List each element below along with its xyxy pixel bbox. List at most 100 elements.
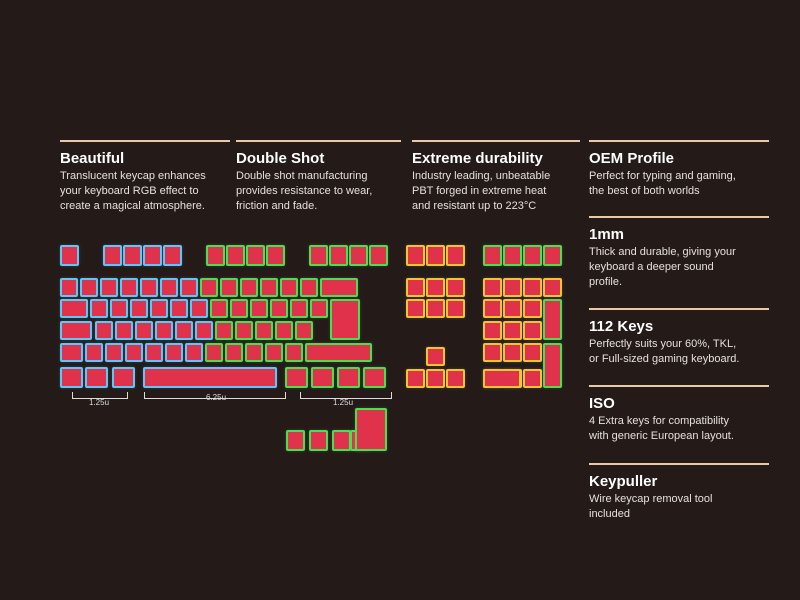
keycap (446, 245, 465, 266)
keycap (369, 245, 388, 266)
keycap (145, 343, 163, 362)
divider (236, 140, 401, 142)
keycap (363, 367, 386, 388)
keycap (309, 430, 328, 451)
keycap (543, 299, 562, 340)
keycap (135, 321, 153, 340)
keycap (310, 299, 328, 318)
divider (589, 216, 769, 218)
keycap (332, 430, 351, 451)
divider (589, 140, 769, 142)
keycap (290, 299, 308, 318)
keycap (190, 299, 208, 318)
keycap (503, 278, 522, 297)
keycap (160, 278, 178, 297)
feature-title: Keypuller (589, 473, 658, 490)
keycap (143, 367, 277, 388)
keycap (225, 343, 243, 362)
keycap (483, 321, 502, 340)
keycap (170, 299, 188, 318)
feature-title: 112 Keys (589, 318, 654, 335)
keycap (250, 299, 268, 318)
keycap (220, 278, 238, 297)
keycap (543, 278, 562, 297)
divider (589, 463, 769, 465)
keycap (280, 278, 298, 297)
keycap (60, 299, 88, 318)
keycap (426, 347, 445, 366)
divider (60, 140, 230, 142)
dimension-marker-space (144, 392, 286, 399)
keycap (483, 245, 502, 266)
keycap (180, 278, 198, 297)
keycap (349, 245, 368, 266)
keycap (523, 369, 542, 388)
keycap (483, 299, 502, 318)
feature-1mm: 1mm Thick and durable, giving your keybo… (589, 216, 769, 290)
keycap (115, 321, 133, 340)
feature-title: Double Shot (236, 150, 325, 167)
keycap (60, 278, 78, 297)
keycap (80, 278, 98, 297)
keycap (210, 299, 228, 318)
feature-title: OEM Profile (589, 150, 675, 167)
keycap (60, 321, 93, 340)
keycap (523, 245, 542, 266)
keycap (206, 245, 225, 266)
keycap (143, 245, 162, 266)
keycap (523, 343, 542, 362)
keycap (235, 321, 253, 340)
keycap (543, 343, 562, 388)
keycap (406, 278, 425, 297)
keycap (215, 321, 233, 340)
keycap (285, 343, 303, 362)
feature-oem-profile: OEM Profile Perfect for typing and gamin… (589, 140, 769, 199)
keycap (266, 245, 285, 266)
keycap (426, 278, 445, 297)
keycap (275, 321, 293, 340)
divider (589, 308, 769, 310)
keycap (285, 367, 308, 388)
feature-desc: Industry leading, unbeatable PBT forged … (412, 170, 551, 212)
keycap (406, 245, 425, 266)
feature-desc: Thick and durable, giving your keyboard … (589, 246, 736, 288)
feature-desc: 4 Extra keys for compatibility with gene… (589, 415, 734, 442)
keycap (110, 299, 128, 318)
dimension-label-space: 6.25u (206, 393, 227, 402)
keycap (120, 278, 138, 297)
keycap (406, 299, 425, 318)
keycap (240, 278, 258, 297)
keycap (337, 367, 360, 388)
keycap (105, 343, 123, 362)
keycap (185, 343, 203, 362)
keycap (100, 278, 118, 297)
keycap (523, 278, 542, 297)
keycap (295, 321, 313, 340)
keycap (103, 245, 122, 266)
keycap (446, 278, 465, 297)
keycap (60, 245, 79, 266)
keycap (205, 343, 223, 362)
keycap (503, 299, 522, 318)
feature-112-keys: 112 Keys Perfectly suits your 60%, TKL, … (589, 308, 769, 367)
keycap (165, 343, 183, 362)
keycap (446, 369, 465, 388)
keycap (85, 367, 108, 388)
keycap (255, 321, 273, 340)
feature-keypuller: Keypuller Wire keycap removal tool inclu… (589, 463, 769, 522)
keycap (300, 278, 318, 297)
dimension-label-left: 1.25u (89, 398, 110, 407)
keycap (311, 367, 334, 388)
keycap (406, 369, 425, 388)
keycap (175, 321, 193, 340)
keycap (270, 299, 288, 318)
keycap (60, 343, 83, 362)
feature-iso: ISO 4 Extra keys for compatibility with … (589, 385, 769, 444)
keycap (446, 299, 465, 318)
keycap (246, 245, 265, 266)
keycap (305, 343, 373, 362)
keycap (226, 245, 245, 266)
dimension-marker-right (300, 392, 392, 399)
keycap (503, 343, 522, 362)
keycap (329, 245, 348, 266)
